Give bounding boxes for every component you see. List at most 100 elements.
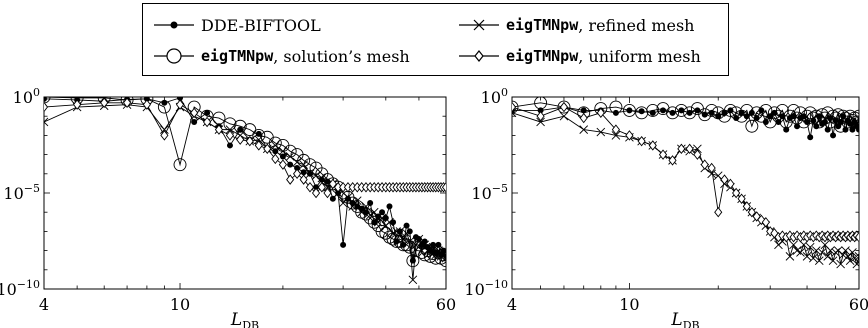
data-point — [648, 140, 657, 151]
data-point — [683, 106, 697, 120]
data-point — [328, 178, 337, 190]
data-point — [834, 119, 848, 133]
filled-circle-icon — [154, 21, 194, 29]
legend: DDE-BIFTOOL eigTMNpw, refined mesh eigTM… — [142, 3, 729, 76]
data-point — [848, 248, 857, 257]
data-point — [439, 254, 446, 268]
data-point — [299, 174, 308, 185]
data-point — [403, 222, 410, 229]
data-point — [317, 181, 326, 193]
data-point — [770, 228, 779, 239]
data-point — [747, 206, 756, 218]
legend-entry-name: eigTMNpw — [506, 47, 579, 65]
data-point — [705, 103, 719, 117]
y-tick-label: 10−10 — [464, 278, 508, 299]
data-point — [766, 226, 775, 237]
data-point — [831, 248, 840, 257]
data-point — [142, 99, 151, 110]
data-point — [625, 130, 634, 141]
data-point — [787, 103, 800, 117]
data-point — [656, 102, 670, 116]
data-point — [408, 275, 418, 285]
legend-entry-label: DDE-BIFTOOL — [201, 15, 321, 35]
data-point — [698, 108, 712, 122]
data-point — [303, 158, 317, 172]
data-point — [512, 100, 519, 114]
data-point — [346, 196, 360, 210]
data-point — [395, 227, 405, 236]
data-point — [750, 106, 764, 120]
data-point — [173, 158, 187, 172]
data-point — [817, 248, 827, 257]
data-point — [279, 153, 286, 160]
legend-entry-uniform-mesh: eigTMNpw, uniform mesh — [458, 41, 701, 71]
data-point — [243, 123, 257, 137]
data-point — [386, 203, 393, 210]
data-point — [175, 99, 185, 110]
data-point — [845, 256, 855, 265]
y-tick-label: 100 — [13, 86, 40, 107]
data-point — [646, 103, 660, 117]
data-point — [386, 232, 400, 246]
data-point — [406, 228, 413, 235]
data-point — [830, 132, 837, 139]
data-point — [100, 97, 109, 109]
data-point — [367, 200, 374, 207]
data-point — [237, 126, 244, 133]
data-point — [223, 117, 237, 131]
data-point — [841, 246, 850, 255]
data-point — [714, 206, 723, 218]
data-point — [638, 108, 645, 115]
x-tick-label: 60 — [849, 295, 868, 314]
data-point — [123, 97, 132, 109]
data-point — [278, 159, 287, 170]
data-point — [802, 252, 812, 261]
data-point — [596, 107, 605, 119]
data-point — [559, 111, 569, 121]
data-point — [204, 109, 211, 116]
data-point — [557, 100, 571, 114]
data-point — [294, 165, 301, 172]
data-point — [441, 181, 446, 193]
data-point — [742, 201, 751, 212]
data-point — [160, 125, 169, 134]
data-point — [805, 242, 815, 252]
data-point — [740, 103, 754, 117]
data-point — [609, 100, 623, 114]
data-point — [761, 217, 770, 228]
data-point — [637, 135, 646, 147]
data-point — [807, 134, 814, 141]
data-point — [214, 124, 224, 135]
left-chart: 4 10 60 100 10−5 10−10 LDB — [0, 86, 456, 328]
data-point — [829, 111, 843, 125]
legend-entry-name: eigTMNpw — [506, 16, 579, 34]
data-point — [287, 161, 294, 168]
data-point — [305, 169, 315, 179]
data-point — [732, 187, 741, 199]
data-point — [212, 111, 226, 125]
x-tick-label: 10 — [619, 295, 639, 314]
data-point — [393, 234, 407, 248]
data-point — [579, 112, 588, 124]
data-point — [286, 174, 295, 185]
data-point — [815, 108, 829, 122]
y-tick-label: 10−5 — [3, 182, 40, 203]
data-point — [263, 143, 272, 155]
data-point — [823, 252, 833, 261]
data-point — [723, 103, 737, 117]
data-point — [226, 142, 233, 149]
data-point — [843, 252, 853, 261]
data-point — [711, 106, 725, 120]
data-point — [402, 228, 411, 238]
data-point — [367, 215, 381, 229]
data-point — [272, 148, 279, 155]
legend-entry-solutions-mesh: eigTMNpw, solution’s mesh — [153, 41, 410, 71]
axis-frame — [511, 96, 860, 290]
data-point — [203, 116, 212, 128]
data-point — [190, 107, 199, 119]
data-point — [233, 119, 247, 133]
data-point — [311, 187, 321, 199]
x-tick-label: 4 — [507, 295, 517, 314]
data-point — [849, 126, 856, 133]
data-point — [854, 252, 859, 261]
